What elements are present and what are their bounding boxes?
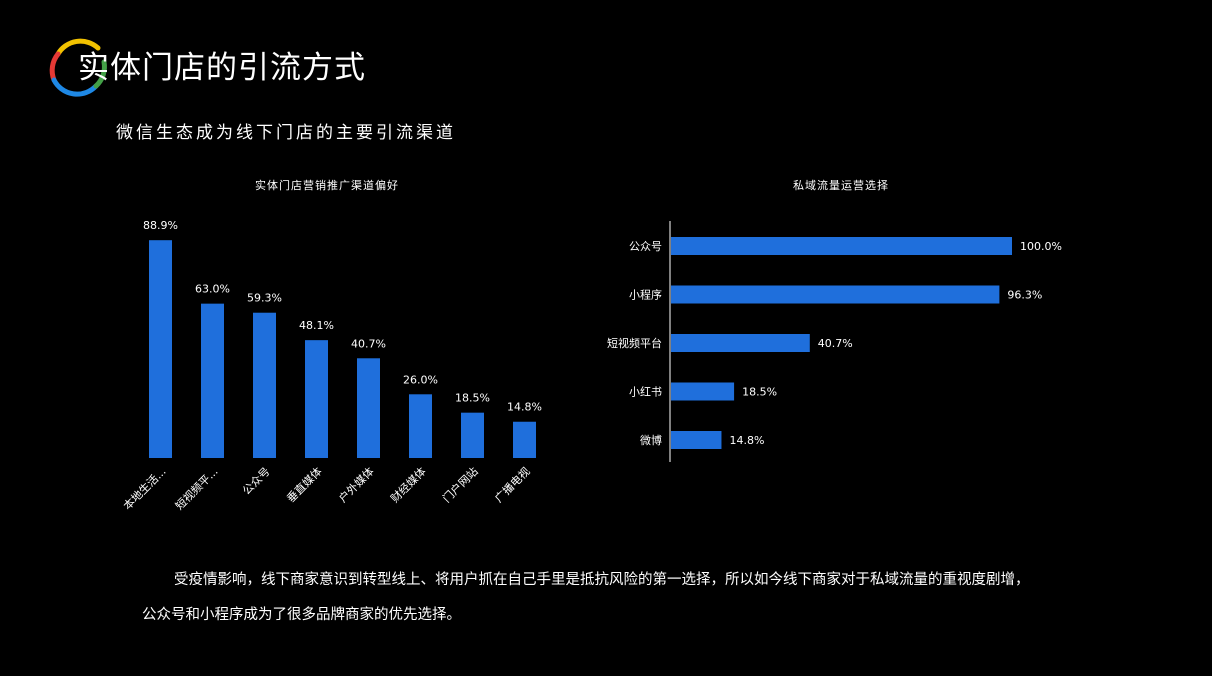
chart1-data-label: 40.7% [351,337,386,350]
chart2-bar [671,382,735,401]
chart1-category-label: 户外媒体 [336,464,377,505]
chart1-data-label: 14.8% [507,401,542,414]
chart1-category-label: 垂直媒体 [284,464,325,505]
chart2-data-label: 14.8% [729,434,764,447]
chart2-data-label: 40.7% [818,337,853,350]
chart2-bar [671,285,1000,304]
chart2-bar [671,237,1012,255]
chart1-bar [305,340,328,458]
page-title: 实体门店的引流方式 [78,50,366,86]
chart2-data-label: 100.0% [1020,240,1062,253]
chart2-category-label: 小红书 [629,386,662,399]
chart2-data-label: 18.5% [742,386,777,399]
chart2-bar [671,334,810,352]
chart1-bar [513,421,536,458]
chart1-data-label: 59.3% [247,292,282,305]
chart2-category-label: 微博 [640,433,662,447]
chart2-category-label: 公众号 [629,240,662,253]
summary-paragraph-line1: 受疫情影响，线下商家意识到转型线上、将用户抓在自己手里是抵抗风险的第一选择，所以… [174,572,1030,588]
chart1-title: 实体门店营销推广渠道偏好 [255,179,399,192]
page-subtitle: 微信生态成为线下门店的主要引流渠道 [116,123,456,143]
chart1-data-label: 26.0% [403,373,438,386]
chart2-data-label: 96.3% [1007,289,1042,302]
chart1-bar [409,394,432,458]
chart1-category-label: 公众号 [240,465,273,498]
chart1-data-label: 88.9% [143,219,178,232]
chart1-data-label: 48.1% [299,319,334,332]
ring-logo-icon [49,38,107,97]
chart1-data-label: 18.5% [455,392,490,405]
chart1-bar [201,303,224,458]
chart1-category-label: 广播电视 [492,464,533,505]
chart2-category-label: 短视频平台 [607,336,662,350]
chart1-category-label: 门户网站 [440,464,481,505]
chart1-bar [357,358,380,458]
chart1-bar [149,240,172,458]
chart2-bar [671,431,722,449]
chart1-category-label: 本地生活... [120,464,168,512]
chart1-bar [253,312,276,458]
chart1-category-label: 财经媒体 [388,464,429,505]
chart1-category-label: 短视频平... [172,464,220,512]
chart2-category-label: 小程序 [629,288,662,302]
chart2-title: 私域流量运营选择 [793,179,889,192]
summary-paragraph-line2: 公众号和小程序成为了很多品牌商家的优先选择。 [142,607,461,623]
chart1-bar [461,412,484,458]
chart1-data-label: 63.0% [195,283,230,296]
